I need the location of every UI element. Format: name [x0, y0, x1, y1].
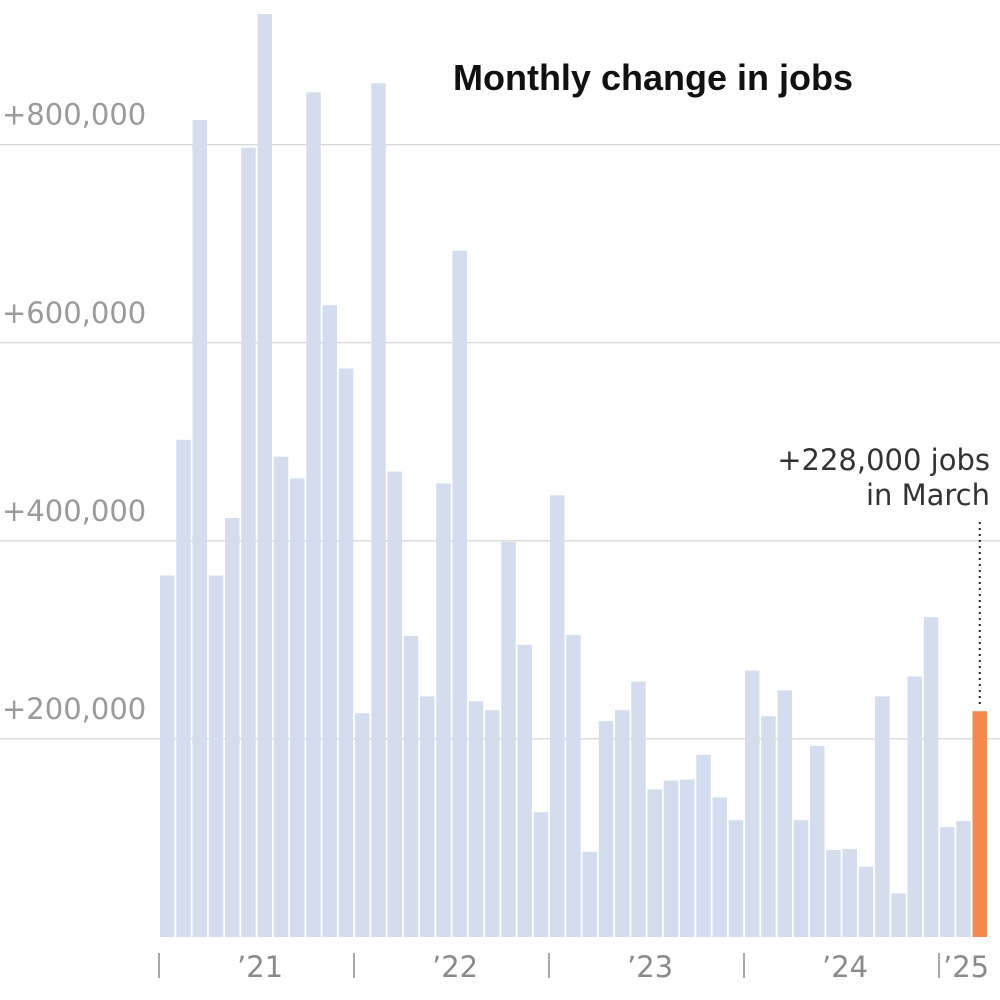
bar — [241, 147, 256, 937]
bar — [225, 518, 240, 937]
bar — [940, 827, 955, 937]
bar — [290, 478, 305, 937]
bar — [452, 250, 467, 937]
y-tick-label: +200,000 — [2, 692, 146, 726]
bar — [858, 866, 874, 937]
bar — [647, 789, 662, 937]
bar — [907, 676, 922, 937]
bar — [550, 495, 565, 937]
bar — [355, 713, 370, 937]
bar — [826, 849, 841, 937]
bar — [436, 483, 451, 937]
bar — [501, 541, 516, 937]
bar — [533, 812, 549, 937]
y-tick-label: +400,000 — [2, 494, 146, 528]
bar — [208, 575, 224, 937]
bar — [371, 83, 386, 938]
bar — [923, 617, 939, 937]
bar — [891, 893, 906, 937]
bar — [793, 820, 809, 937]
x-tick-label: ’24 — [822, 950, 868, 984]
x-tick-label: ’23 — [627, 950, 673, 984]
bar — [192, 119, 207, 938]
bar — [663, 780, 679, 937]
gridlines — [0, 144, 1000, 740]
bar — [680, 779, 695, 937]
x-tick-label: ’25 — [943, 950, 989, 984]
bar — [387, 471, 402, 937]
bar — [517, 644, 532, 937]
bar — [875, 696, 890, 937]
chart-title: Monthly change in jobs — [453, 57, 853, 98]
bar — [696, 754, 711, 937]
y-tick-label: +800,000 — [2, 98, 146, 132]
bar — [420, 696, 435, 937]
bar — [761, 716, 776, 937]
bar — [728, 820, 744, 937]
y-tick-label: +600,000 — [2, 296, 146, 330]
x-axis-labels: ’21 ’22 ’23 ’24 ’25 — [158, 950, 989, 984]
bar — [566, 634, 581, 937]
bar — [745, 670, 760, 937]
bars — [160, 14, 987, 938]
annotation-line-1: +228,000 jobs — [777, 443, 990, 477]
bar — [615, 710, 630, 937]
bar-highlight — [972, 711, 987, 937]
x-tick-label: ’21 — [237, 950, 283, 984]
bar — [956, 821, 971, 937]
annotation: +228,000 jobs in March — [777, 443, 990, 706]
annotation-line-2: in March — [866, 478, 990, 512]
bar — [338, 368, 354, 937]
bar — [810, 745, 825, 937]
bar — [273, 456, 289, 937]
bar — [598, 721, 614, 937]
bar — [777, 690, 792, 937]
bar — [176, 439, 191, 937]
bar — [306, 92, 321, 937]
bar — [631, 681, 646, 937]
bar — [322, 305, 337, 937]
bar — [712, 797, 727, 937]
bar — [160, 575, 175, 937]
y-axis-labels: +200,000 +400,000 +600,000 +800,000 — [2, 98, 146, 726]
bar — [468, 701, 484, 937]
bar — [403, 635, 419, 937]
bar — [842, 848, 857, 937]
bar — [582, 851, 597, 937]
x-tick-label: ’22 — [432, 950, 478, 984]
bar — [485, 710, 500, 937]
bar — [257, 14, 272, 937]
